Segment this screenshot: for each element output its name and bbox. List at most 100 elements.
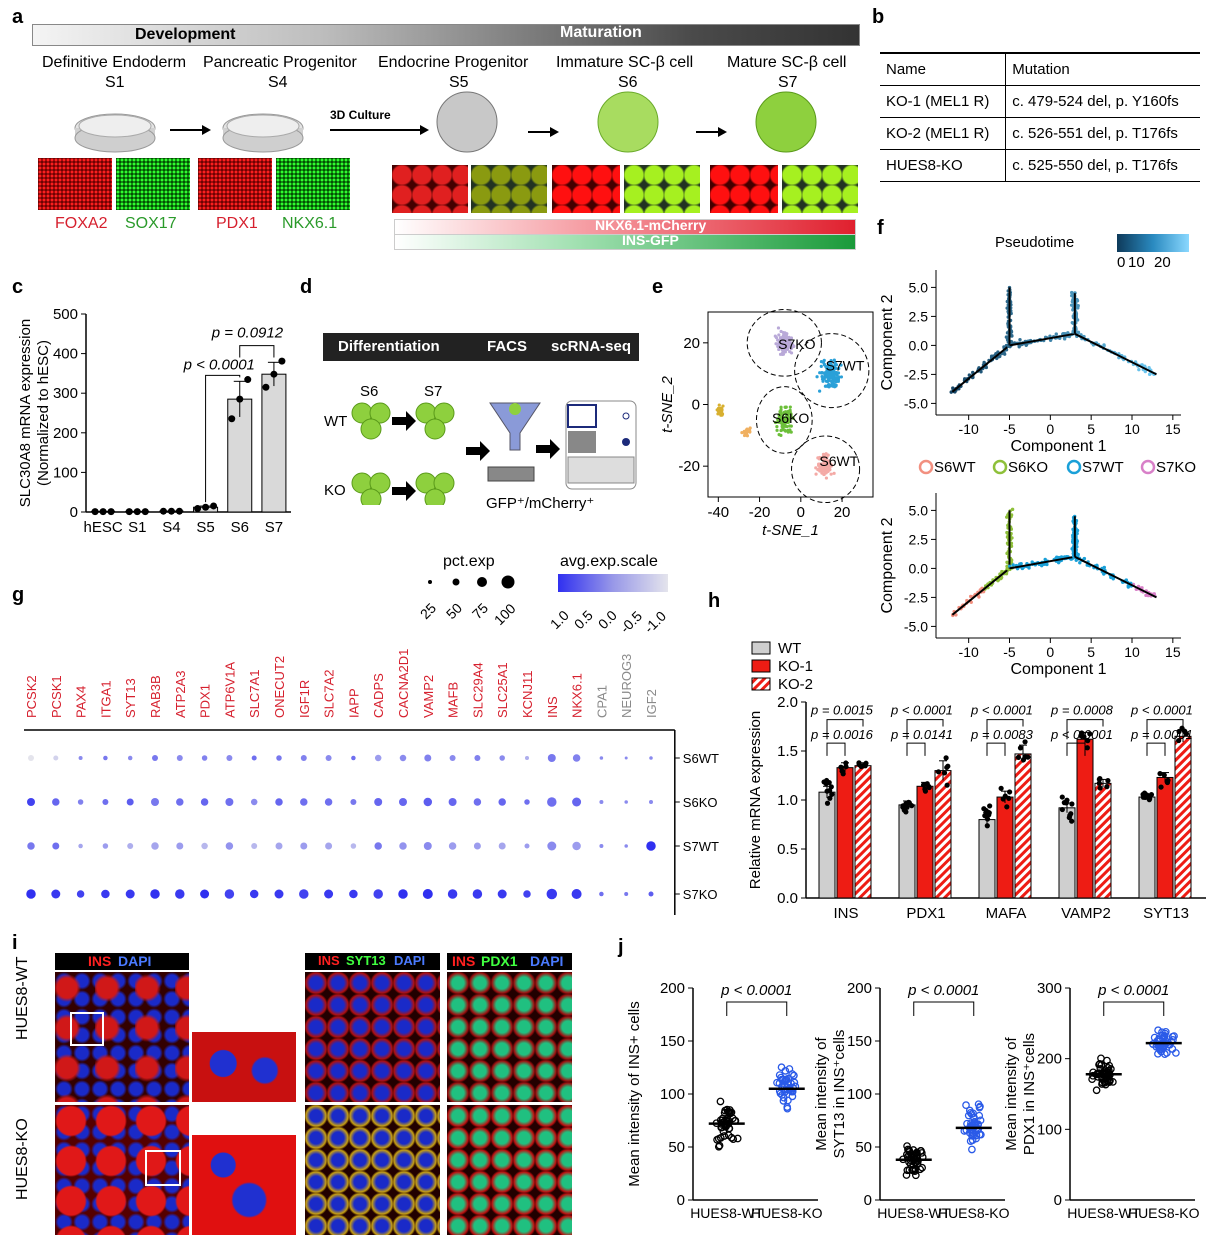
dot [423, 842, 432, 850]
data-point [1148, 792, 1155, 798]
data-point [788, 1070, 797, 1078]
stage-name-s4: Pancreatic Progenitor [203, 54, 357, 71]
dot [572, 797, 582, 807]
x-tick-label: 10 [1124, 644, 1140, 660]
cell-point [779, 405, 783, 409]
bar [916, 785, 934, 899]
group-label: S6WT [683, 751, 719, 766]
gene-label: IGF1R [297, 680, 312, 718]
dot [350, 799, 357, 805]
table-row: KO-1 (MEL1 R) c. 479-524 del, p. Y160fs [880, 85, 1200, 118]
data-point [1097, 1061, 1106, 1069]
cell-point [787, 340, 792, 345]
data-point [1078, 733, 1084, 739]
cell-point [833, 383, 837, 387]
cell-point [788, 405, 792, 409]
significance-bracket [239, 345, 275, 358]
data-point [976, 1102, 984, 1111]
y-tick-label: 200 [847, 980, 872, 997]
data-point [945, 763, 951, 769]
data-point [1154, 1049, 1162, 1058]
data-point [1161, 772, 1167, 778]
data-point [733, 1134, 742, 1143]
cell-point [1010, 333, 1014, 338]
dot [448, 798, 457, 806]
y-tick-label: 1.5 [777, 743, 798, 760]
cell-point [775, 428, 779, 432]
stage-name-s1: Definitive Endoderm [42, 54, 187, 71]
bar [836, 767, 854, 899]
group-label: S7WT [683, 839, 719, 854]
data-point [962, 1101, 970, 1110]
p-value: p < 0.0001 [183, 356, 255, 373]
cell-point [748, 430, 752, 434]
y-tick-label: -5.0 [904, 618, 928, 634]
p-value: p = 0.0912 [211, 325, 284, 342]
dot [300, 842, 308, 850]
dot [127, 755, 133, 761]
cell-point [1082, 556, 1087, 561]
y-axis-label: t-SNE_2 [660, 376, 676, 433]
stage-s7: S7 [778, 74, 798, 91]
data-point [1160, 1032, 1168, 1041]
x-tick-label: INS [833, 905, 858, 922]
gene-label: PCSK1 [49, 675, 64, 718]
p-value: p = 0.0015 [810, 703, 874, 718]
image-ko-ins-dapi [55, 1105, 189, 1235]
micrograph-s6-green [624, 165, 700, 213]
cell-point [742, 433, 747, 438]
cell-point [823, 457, 827, 461]
bar [1156, 776, 1174, 899]
dot [77, 799, 84, 805]
y-tick-label: 100 [847, 1086, 872, 1103]
dot [423, 797, 433, 807]
image-wt-pdx1 [447, 972, 572, 1102]
avg-exp-colorbar [558, 574, 668, 592]
data-point [1105, 778, 1111, 784]
data-point [824, 800, 831, 806]
dot [52, 842, 60, 850]
significance-bracket [906, 742, 926, 756]
dot [648, 891, 654, 897]
chart-e: S7KO S7WT S6KO S6WT -40 -20 0 20 -20 0 20 t-SNE_1 t-… [660, 309, 874, 539]
data-point [969, 1132, 978, 1140]
cell-point [1143, 369, 1148, 374]
gene-label: CPA1 [594, 685, 609, 718]
cell-point [721, 404, 725, 408]
data-point [903, 1166, 912, 1175]
data-point [228, 415, 236, 423]
dot [649, 800, 653, 804]
group-label: S6KO [683, 795, 718, 810]
cell-point [777, 417, 781, 421]
cell-point [1126, 584, 1130, 588]
dot [103, 755, 108, 761]
data-point [858, 763, 864, 770]
y-tick-label: 0.0 [909, 560, 929, 576]
x-tick-label: -40 [707, 504, 729, 521]
gene-label: SLC29A4 [470, 662, 485, 718]
cell-point [784, 342, 788, 346]
micrograph-s6-red [552, 165, 620, 213]
p-value: p < 0.0001 [890, 703, 953, 718]
chip-icon [565, 400, 637, 490]
cell-point [824, 476, 829, 480]
p-value: p < 0.0001 [1097, 982, 1169, 999]
stain-syt13: SYT13 [346, 953, 386, 968]
legend-marker [918, 459, 934, 475]
data-point [1172, 1049, 1180, 1057]
dot [572, 841, 581, 851]
cell-point [1075, 318, 1080, 322]
panel-d-label: d [300, 276, 313, 298]
data-point [714, 1134, 723, 1143]
data-point [1154, 1026, 1162, 1035]
dot [646, 841, 656, 851]
gene-label: IGF2 [644, 689, 659, 718]
workflow-illustration [351, 400, 637, 505]
data-point [1142, 790, 1148, 796]
data-point [107, 508, 115, 516]
chart-j3: 0 100 200 300 Mean intensity of PDX1 in INS⁺c… [1003, 980, 1200, 1221]
dot [498, 798, 506, 806]
cell-point [818, 389, 822, 393]
cell-point [828, 370, 832, 374]
x-tick-label: S7 [265, 519, 283, 536]
